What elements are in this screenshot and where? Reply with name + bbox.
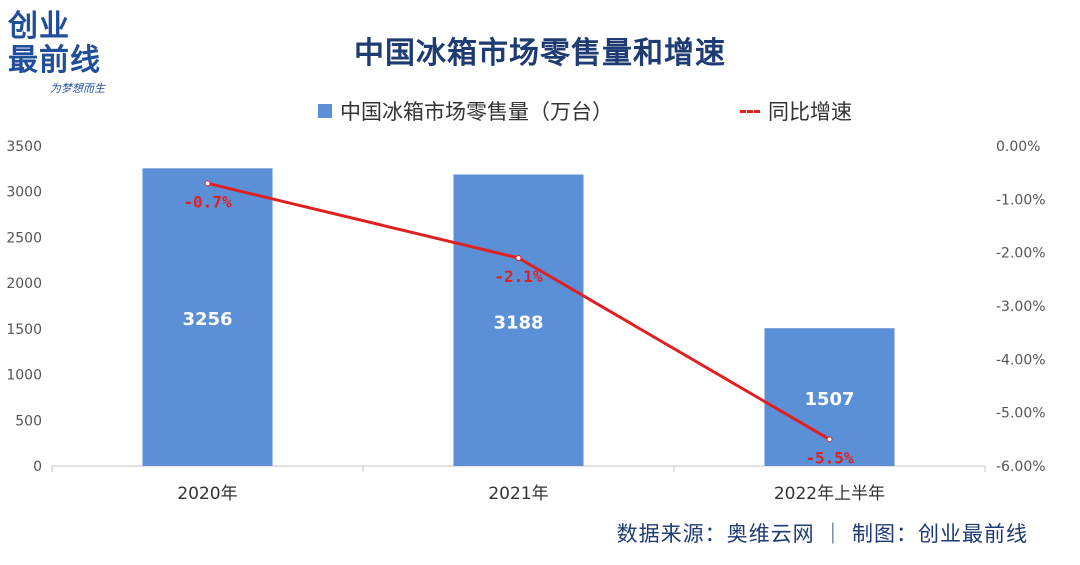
chart-title: 中国冰箱市场零售量和增速 — [354, 36, 726, 71]
y-left-tick-label: 3000 — [6, 185, 42, 201]
logo-slogan: 为梦想而生 — [50, 82, 105, 95]
source-note: 数据来源：奥维云网 ｜ 制图：创业最前线 — [616, 522, 1028, 546]
x-tick-label: 2022年上半年 — [774, 484, 885, 504]
legend-label-sales: 中国冰箱市场零售量（万台） — [340, 100, 613, 124]
legend-label-growth: 同比增速 — [768, 100, 852, 124]
y-left-tick-label: 3500 — [6, 139, 42, 155]
y-left-tick-label: 1000 — [6, 368, 42, 384]
bar-value-label: 3256 — [182, 309, 232, 330]
y-right-tick-label: 0.00% — [996, 139, 1040, 155]
legend-item-growth: 同比增速 — [740, 96, 852, 126]
bar-value-label: 1507 — [804, 389, 854, 410]
bar — [453, 174, 584, 467]
growth-value-label: -5.5% — [805, 448, 854, 467]
legend-item-sales: 中国冰箱市场零售量（万台） — [318, 96, 613, 126]
growth-point — [826, 436, 833, 443]
y-right-tick-label: -1.00% — [996, 192, 1046, 208]
y-left-tick-label: 1500 — [6, 322, 42, 338]
bar — [764, 328, 895, 466]
y-left-tick-label: 0 — [33, 459, 42, 475]
bar — [142, 168, 273, 466]
logo-text-line1: 创业 — [8, 9, 70, 44]
y-left-tick-label: 2000 — [6, 276, 42, 292]
y-left-tick-label: 2500 — [6, 230, 42, 246]
bar-value-label: 3188 — [493, 312, 543, 333]
growth-line — [204, 180, 833, 443]
legend: 中国冰箱市场零售量（万台） 同比增速 — [0, 96, 1080, 126]
x-tick-label: 2021年 — [488, 484, 548, 504]
data-labels: 3256 3188 1507 -0.7% -2.1% -5.5% — [182, 192, 854, 467]
y-right-tick-label: -5.00% — [996, 406, 1046, 422]
growth-value-label: -0.7% — [183, 192, 232, 211]
bars — [142, 168, 895, 467]
y-right-tick-label: -3.00% — [996, 299, 1046, 315]
y-right-tick-label: -2.00% — [996, 246, 1046, 262]
brand-logo: 创业 最前线 为梦想而生 — [8, 10, 123, 100]
legend-line-swatch — [740, 109, 760, 113]
y-left-tick-label: 500 — [15, 413, 42, 429]
logo-text-line2: 最前线 — [8, 43, 101, 78]
growth-point — [204, 180, 211, 187]
axes: 0 500 1000 1500 2000 2500 3000 3500 0.00% -1.00% -… — [6, 139, 1045, 504]
x-tick-label: 2020年 — [177, 484, 237, 504]
growth-value-label: -2.1% — [494, 267, 543, 286]
y-right-tick-label: -6.00% — [996, 459, 1046, 475]
growth-point — [515, 255, 522, 261]
y-right-tick-label: -4.00% — [996, 352, 1046, 368]
legend-bar-swatch — [318, 104, 332, 118]
